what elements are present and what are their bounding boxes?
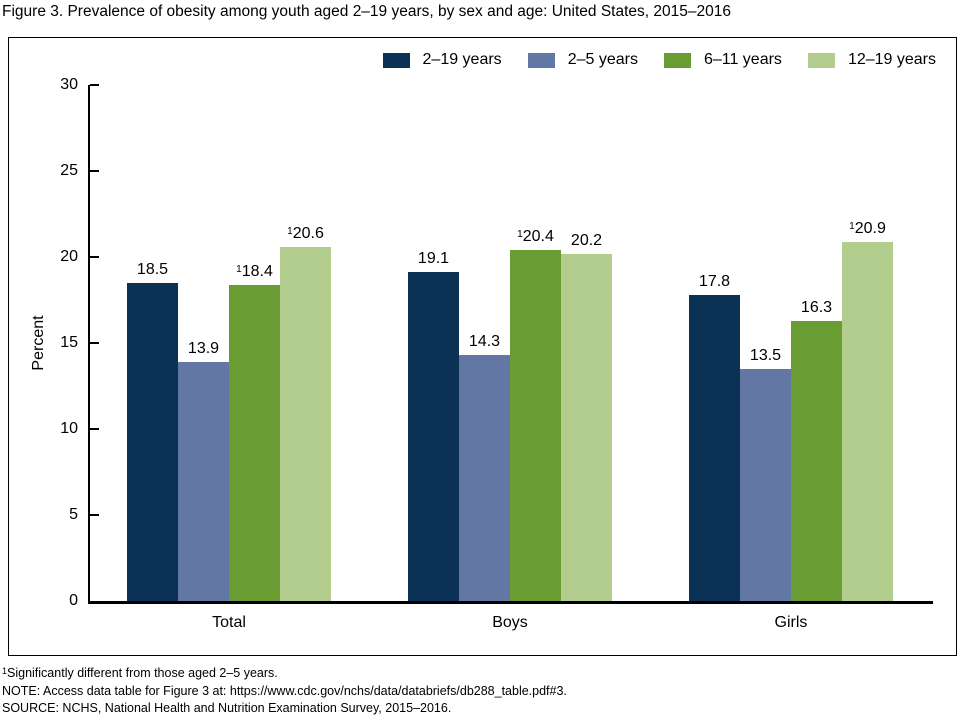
bar-value-label: 13.9 — [187, 339, 220, 357]
bar-value-label: 120.4 — [517, 228, 554, 246]
bar: 16.3 — [791, 299, 842, 601]
y-tick-label: 20 — [60, 248, 78, 265]
y-tick — [90, 170, 99, 172]
footnote-marker: 1 — [2, 666, 8, 676]
bar-value-label: 13.5 — [749, 346, 782, 364]
y-tick-label: 25 — [60, 162, 78, 179]
legend-item: 6–11 years — [663, 51, 782, 69]
bar: 120.4 — [510, 228, 561, 601]
y-tick — [90, 514, 99, 516]
significance-marker: 1 — [287, 225, 293, 237]
legend-item: 2–5 years — [527, 51, 638, 69]
bar: 13.5 — [740, 347, 791, 601]
y-tick — [90, 256, 99, 258]
bar: 17.8 — [689, 273, 740, 601]
bar: 14.3 — [459, 333, 510, 601]
significance-marker: 1 — [517, 229, 523, 241]
y-tick-label: 0 — [69, 592, 78, 609]
legend-item: 12–19 years — [807, 51, 936, 69]
y-tick-label: 5 — [69, 506, 78, 523]
x-category-label: Girls — [774, 614, 808, 631]
legend-label: 2–5 years — [567, 51, 638, 68]
y-tick-label: 15 — [60, 334, 78, 351]
footnote-line: 1Significantly different from those aged… — [2, 666, 278, 680]
bar-value-label: 20.2 — [570, 231, 603, 249]
footnotes: 1Significantly different from those aged… — [2, 663, 567, 718]
bar: 13.9 — [178, 340, 229, 601]
legend-item: 2–19 years — [382, 51, 502, 69]
legend-label: 12–19 years — [847, 51, 936, 68]
legend-swatch — [663, 52, 691, 68]
bar-value-label: 118.4 — [236, 262, 273, 280]
legend-label: 2–19 years — [422, 51, 502, 68]
bar: 120.6 — [280, 225, 331, 601]
y-tick — [90, 84, 99, 86]
significance-marker: 1 — [849, 220, 855, 232]
plot-area: Percent 0 5 10 15 20 25 30 18.5 13.9 118.4 120.6 To… — [30, 76, 933, 631]
bar: 18.5 — [127, 261, 178, 601]
chart-legend: 2–19 years 2–5 years 6–11 years 12–19 years — [382, 51, 936, 69]
bar-value-label: 120.9 — [849, 219, 886, 237]
footnote-line: SOURCE: NCHS, National Health and Nutrit… — [2, 701, 452, 715]
y-tick — [90, 428, 99, 430]
x-category-label: Total — [212, 614, 246, 631]
bar-value-label: 14.3 — [468, 333, 501, 351]
legend-swatch — [527, 52, 555, 68]
bar-group: 17.8 13.5 16.3 120.9 — [689, 85, 893, 601]
bar: 120.9 — [842, 220, 893, 601]
bar-value-label: 18.5 — [136, 260, 169, 278]
legend-swatch — [382, 52, 410, 68]
chart-panel: 2–19 years 2–5 years 6–11 years 12–19 years… — [8, 37, 957, 656]
bar-value-label: 19.1 — [417, 250, 450, 268]
y-tick-label: 30 — [60, 76, 78, 93]
bar-value-label: 16.3 — [800, 298, 833, 316]
bar-value-label: 120.6 — [287, 224, 324, 242]
y-tick-label: 10 — [60, 420, 78, 437]
significance-marker: 1 — [236, 263, 242, 275]
legend-swatch — [807, 52, 835, 68]
bar: 19.1 — [408, 250, 459, 601]
legend-label: 6–11 years — [703, 51, 782, 68]
bar-group: 19.1 14.3 120.4 20.2 — [408, 85, 612, 601]
bar: 118.4 — [229, 263, 280, 601]
bar-value-label: 17.8 — [698, 272, 731, 290]
x-category-label: Boys — [492, 614, 528, 631]
footnote-line: NOTE: Access data table for Figure 3 at:… — [2, 683, 567, 698]
bar-group: 18.5 13.9 118.4 120.6 — [127, 85, 331, 601]
y-tick — [90, 342, 99, 344]
figure-title: Figure 3. Prevalence of obesity among yo… — [2, 3, 731, 20]
bar: 20.2 — [561, 232, 612, 601]
